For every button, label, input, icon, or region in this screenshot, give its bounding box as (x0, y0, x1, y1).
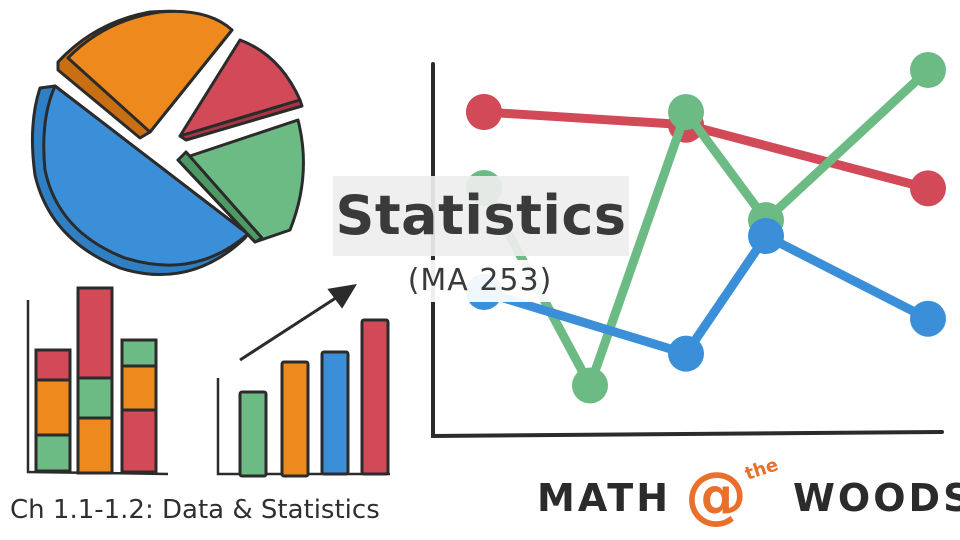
course-code: (MA 253) (407, 263, 553, 298)
title-box: Statistics (333, 176, 629, 256)
growth-bar-chart-icon (216, 283, 390, 478)
chapter-label: Ch 1.1-1.2: Data & Statistics (10, 492, 460, 528)
stacked-bar-chart-icon (26, 286, 169, 476)
subtitle-box: (MA 253) (394, 260, 566, 302)
series-3-point-3 (748, 218, 784, 255)
brand-right-word: WOODS (793, 476, 960, 520)
series-1-point-2 (466, 94, 502, 130)
page-title: Statistics (335, 184, 627, 247)
series-3-point-4 (910, 300, 946, 337)
pie-chart-icon (30, 9, 305, 276)
brand-logo: MATH @ the WOODS (535, 454, 960, 532)
series-3-point-2 (668, 335, 704, 372)
series-line-3 (479, 231, 933, 359)
series-2-point-3 (668, 94, 704, 130)
series-2-point-5 (910, 52, 946, 88)
series-2-point-2 (572, 367, 608, 404)
brand-at-symbol: @ (685, 458, 747, 531)
brand-left-word: MATH (537, 476, 671, 520)
series-1-point-4 (910, 170, 946, 207)
